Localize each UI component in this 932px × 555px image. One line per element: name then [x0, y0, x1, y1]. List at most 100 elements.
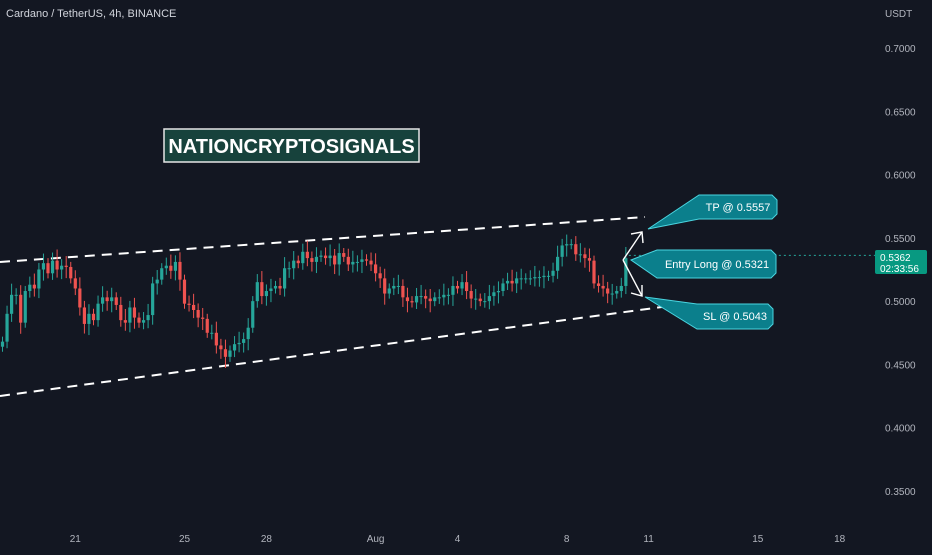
time-tick-label: Aug	[367, 534, 385, 545]
candle-body	[346, 256, 350, 265]
entry-label-text: Entry Long @ 0.5321	[665, 259, 769, 271]
candle-body	[237, 342, 241, 345]
candle-body	[37, 269, 41, 289]
price-axis[interactable]: 0.7000 0.6500 0.6000 0.5500 0.5000 0.4500 0.40…	[885, 44, 916, 498]
time-tick-label: 11	[643, 534, 654, 545]
candle-body	[296, 260, 300, 264]
candle-body	[528, 278, 532, 280]
time-axis[interactable]: 21 25 28 Aug 4 8 11 15 18	[70, 534, 846, 545]
sl-label[interactable]: SL @ 0.5043	[644, 296, 774, 330]
watermark-text: NATIONCRYPTOSIGNALS	[168, 136, 414, 158]
candle-body	[387, 288, 391, 294]
candle-body	[515, 278, 519, 284]
candle-body	[137, 317, 141, 323]
candle-body	[556, 256, 560, 271]
candle-body	[474, 298, 478, 300]
candle-body	[624, 258, 628, 286]
candle-body	[583, 254, 587, 259]
candle-body	[446, 294, 450, 296]
channel-upper-line	[0, 216, 646, 263]
candle-body	[192, 304, 196, 311]
candle-body	[64, 265, 68, 267]
candle-body	[128, 307, 132, 323]
candle-body	[333, 255, 337, 265]
candle-body	[401, 285, 405, 298]
sl-label-text: SL @ 0.5043	[703, 311, 767, 323]
candle-body	[596, 283, 601, 286]
candle-body	[383, 278, 387, 294]
candle-body	[60, 265, 64, 270]
candle-body	[392, 285, 396, 289]
candle-body	[151, 283, 155, 316]
candle-body	[615, 291, 619, 294]
candle-body	[232, 344, 237, 351]
candle-body	[524, 278, 528, 280]
candle-body	[492, 292, 496, 297]
candle-body	[101, 297, 105, 304]
candle-body	[160, 268, 164, 280]
candle-body	[323, 255, 328, 259]
candle-body	[587, 258, 592, 261]
candle-body	[560, 245, 564, 257]
candle-body	[364, 259, 369, 261]
watermark-box: NATIONCRYPTOSIGNALS	[163, 128, 420, 163]
candle-body	[228, 350, 232, 357]
tp-label[interactable]: TP @ 0.5557	[647, 194, 778, 230]
time-tick-label: 21	[70, 534, 82, 545]
candle-body	[442, 294, 446, 298]
candle-body	[542, 275, 546, 278]
candle-body	[287, 268, 291, 270]
candle-body	[87, 313, 91, 324]
time-tick-label: 4	[455, 534, 461, 545]
candle-body	[551, 270, 555, 276]
candle-body	[132, 307, 137, 318]
candle-body	[569, 244, 573, 246]
candle-body	[219, 345, 223, 350]
candle-body	[223, 349, 228, 357]
candle-body	[73, 278, 77, 289]
candle-body	[210, 332, 214, 334]
candle-body	[601, 285, 605, 289]
entry-label[interactable]: Entry Long @ 0.5321	[629, 249, 777, 279]
candle-body	[533, 277, 537, 279]
candle-body	[23, 291, 27, 323]
candle-body	[264, 291, 268, 297]
candle-body	[396, 285, 400, 287]
candle-body	[273, 285, 278, 289]
candle-body	[460, 282, 464, 289]
candle-body	[269, 288, 273, 292]
candle-body	[328, 255, 332, 259]
candle-body	[360, 259, 364, 262]
candle-body	[155, 279, 159, 284]
current-price-value: 0.5362	[880, 253, 911, 264]
candle-body	[424, 296, 428, 299]
price-tick-label: 0.6000	[885, 171, 916, 182]
axis-currency-label: USDT	[885, 9, 912, 20]
candle-body	[496, 291, 501, 293]
time-tick-label: 28	[261, 534, 273, 545]
bar-countdown: 02:33:56	[880, 264, 919, 275]
symbol-title: Cardano / TetherUS, 4h, BINANCE	[6, 8, 176, 20]
candle-body	[119, 304, 123, 321]
candle-body	[610, 293, 614, 295]
candle-body	[196, 310, 200, 318]
candle-body	[478, 298, 482, 302]
candle-body	[574, 244, 578, 255]
candle-body	[369, 260, 373, 265]
candle-body	[205, 318, 209, 333]
candle-body	[305, 251, 309, 259]
candle-body	[5, 313, 9, 342]
candle-body	[292, 260, 296, 269]
candle-body	[14, 294, 18, 296]
candle-body	[565, 244, 569, 246]
candle-body	[32, 284, 36, 289]
candle-body	[91, 313, 96, 321]
candle-body	[410, 301, 414, 303]
candle-body	[110, 297, 114, 302]
candle-body	[487, 296, 491, 302]
candle-body	[501, 283, 505, 292]
candle-body	[301, 251, 305, 264]
